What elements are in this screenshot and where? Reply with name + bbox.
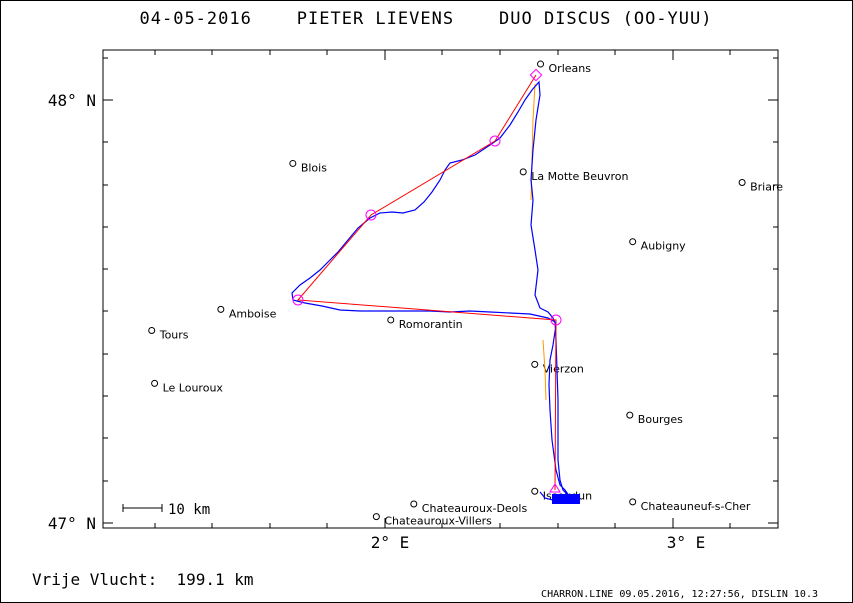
place-marker <box>738 178 746 186</box>
lon-label-3: 3° E <box>667 533 706 552</box>
plot-area <box>102 49 779 529</box>
place-briare: Briare <box>738 178 783 193</box>
place-chateauroux-villers: Chateauroux-Villers <box>372 513 492 528</box>
track-cluster <box>552 494 580 504</box>
place-marker <box>372 513 380 521</box>
place-marker <box>410 500 418 508</box>
distance-text: Vrije Vlucht: 199.1 km <box>32 570 254 589</box>
task-line <box>296 74 557 491</box>
place-label: Bourges <box>638 413 683 426</box>
place-label: La Motte Beuvron <box>531 170 628 183</box>
place-chateauneuf-s-cher: Chateauneuf-s-Cher <box>629 498 751 513</box>
place-tours: Tours <box>148 327 189 342</box>
place-marker <box>626 411 634 419</box>
place-bourges: Bourges <box>626 411 683 426</box>
turnpoint-marker <box>292 294 304 306</box>
place-amboise: Amboise <box>217 305 277 320</box>
place-marker <box>151 379 159 387</box>
lat-label-48: 48° N <box>48 91 96 110</box>
turnpoint-marker <box>550 314 562 326</box>
place-marker <box>629 498 637 506</box>
place-marker <box>289 159 297 167</box>
place-label: Vierzon <box>543 362 584 375</box>
gps-track <box>291 80 580 503</box>
place-romorantin: Romorantin <box>387 316 463 331</box>
lon-label-2: 2° E <box>371 533 410 552</box>
place-marker <box>531 487 539 495</box>
place-marker <box>531 360 539 368</box>
place-orleans: Orleans <box>537 60 592 75</box>
place-label: Chateauroux-Deols <box>422 502 528 515</box>
glide-segment <box>542 339 547 401</box>
place-blois: Blois <box>289 159 327 174</box>
lat-label-47: 47° N <box>48 514 96 533</box>
axis-ticks <box>103 50 778 528</box>
place-marker <box>629 238 637 246</box>
turnpoint-marker <box>489 135 501 147</box>
place-marker <box>148 327 156 335</box>
footer-info: CHARRON.LINE 09.05.2016, 12:27:56, DISLI… <box>541 589 818 600</box>
place-vierzon: Vierzon <box>531 360 584 375</box>
place-marker <box>217 305 225 313</box>
turnpoints <box>292 68 562 493</box>
place-chateauroux-deols: Chateauroux-Deols <box>410 500 528 515</box>
finish-point-marker <box>549 483 561 493</box>
place-le-louroux: Le Louroux <box>151 379 224 394</box>
scale-label: 10 km <box>168 502 210 518</box>
place-label: Aubigny <box>641 240 686 253</box>
place-label: Blois <box>301 161 327 174</box>
places-layer: Orleans Blois La Motte Beuvron Briare Aubign… <box>148 60 783 528</box>
place-marker <box>519 168 527 176</box>
place-aubigny: Aubigny <box>629 238 686 253</box>
place-marker <box>387 316 395 324</box>
start-point-marker <box>529 68 543 82</box>
place-label: Chateauneuf-s-Cher <box>641 500 751 513</box>
scale-bar: 10 km <box>122 502 210 518</box>
place-marker <box>537 60 545 68</box>
place-label: Orleans <box>549 62 592 75</box>
place-label: Romorantin <box>399 318 463 331</box>
place-label: Le Louroux <box>163 381 224 394</box>
place-la-motte-beuvron: La Motte Beuvron <box>519 168 629 183</box>
place-label: Chateauroux-Villers <box>384 515 492 528</box>
place-label: Tours <box>159 329 189 342</box>
map-title: 04-05-2016 PIETER LIEVENS DUO DISCUS (OO… <box>140 9 713 29</box>
place-label: Amboise <box>229 307 277 320</box>
place-label: Briare <box>750 180 783 193</box>
turnpoint-marker <box>365 209 377 221</box>
